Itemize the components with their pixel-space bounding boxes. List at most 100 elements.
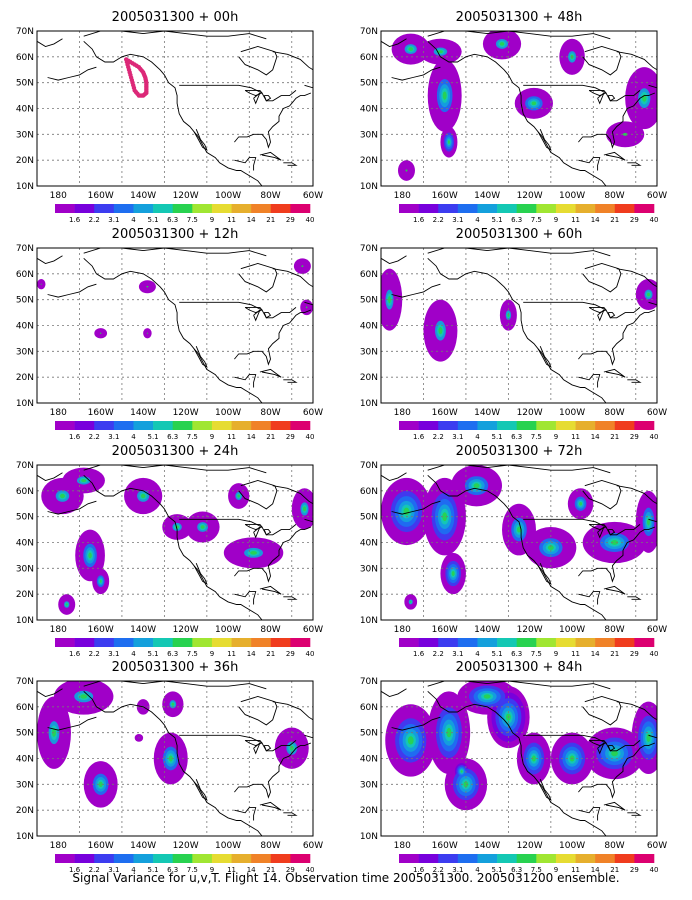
colorbar-swatch bbox=[55, 854, 75, 863]
coastline bbox=[234, 92, 312, 149]
lat-tick-label: 10N bbox=[16, 832, 34, 842]
coastline bbox=[37, 472, 63, 481]
variance-contour bbox=[80, 694, 88, 699]
lat-tick-label: 30N bbox=[360, 564, 378, 574]
colorbar-label: 2.2 bbox=[89, 866, 100, 874]
coastline bbox=[263, 95, 272, 102]
colorbar-label: 9 bbox=[210, 216, 214, 224]
coastline bbox=[537, 563, 552, 585]
lon-tick-label: 60W bbox=[647, 191, 667, 201]
colorbar-label: 29 bbox=[286, 650, 295, 658]
coastline bbox=[83, 681, 267, 690]
coastline bbox=[83, 40, 263, 186]
coastline bbox=[607, 745, 616, 752]
variance-contour bbox=[289, 745, 294, 751]
lon-tick-label: 180 bbox=[50, 191, 67, 201]
lon-tick-label: 120W bbox=[517, 191, 543, 201]
lon-tick-label: 100W bbox=[559, 625, 585, 635]
colorbar-swatch bbox=[399, 638, 419, 647]
colorbar-label: 11 bbox=[571, 866, 580, 874]
coastline bbox=[272, 51, 313, 89]
colorbar-swatch bbox=[516, 638, 537, 647]
map-frame bbox=[380, 464, 658, 621]
lat-tick-label: 50N bbox=[360, 79, 378, 89]
coastlines bbox=[37, 465, 313, 620]
lon-tick-label: 120W bbox=[173, 625, 199, 635]
variance-contour bbox=[547, 545, 554, 551]
colorbar-label: 3.1 bbox=[108, 216, 119, 224]
observation-marker bbox=[124, 59, 130, 65]
coastline bbox=[234, 374, 257, 388]
colorbar-swatch bbox=[497, 204, 517, 213]
coastline bbox=[427, 474, 607, 620]
coastline bbox=[193, 563, 208, 585]
lat-tick-label: 70N bbox=[16, 27, 34, 37]
colorbar-swatch bbox=[231, 854, 252, 863]
variance-contour bbox=[446, 727, 452, 738]
colorbar: 1.6 2.2 3.1 4 5.1 6.3 7.5 9 11 14 21 29 40 bbox=[399, 421, 658, 441]
coastline bbox=[179, 84, 297, 102]
graticule bbox=[37, 465, 313, 620]
colorbar-swatch bbox=[457, 204, 478, 213]
lat-tick-label: 10N bbox=[16, 399, 34, 409]
colorbar: 1.6 2.2 3.1 4 5.1 6.3 7.5 9 11 14 21 29 40 bbox=[55, 204, 314, 224]
colorbar-label: 11 bbox=[227, 433, 236, 441]
colorbar-swatch bbox=[133, 638, 154, 647]
graticule bbox=[37, 31, 313, 186]
lat-tick-label: 20N bbox=[16, 373, 34, 383]
colorbar-swatch bbox=[477, 204, 498, 213]
coastline bbox=[582, 46, 622, 76]
map-frame bbox=[380, 30, 658, 187]
variance-contour bbox=[99, 579, 102, 583]
colorbar-label: 1.6 bbox=[69, 216, 81, 224]
colorbar-swatch bbox=[614, 421, 635, 430]
variance-contour bbox=[579, 501, 583, 506]
coastline bbox=[616, 485, 657, 523]
lon-tick-label: 160W bbox=[88, 625, 114, 635]
colorbar-label: 7.5 bbox=[531, 866, 542, 874]
colorbar-label: 21 bbox=[266, 216, 275, 224]
graticule bbox=[381, 31, 657, 186]
colorbar-swatch bbox=[192, 854, 213, 863]
variance-field bbox=[381, 465, 657, 610]
lat-tick-label: 30N bbox=[16, 130, 34, 140]
lon-tick-label: 80W bbox=[260, 191, 280, 201]
colorbar: 1.6 2.2 3.1 4 5.1 6.3 7.5 9 11 14 21 29 40 bbox=[55, 638, 314, 658]
lon-tick-label: 60W bbox=[303, 841, 323, 851]
colorbar-swatch bbox=[457, 421, 478, 430]
coastline bbox=[616, 701, 657, 739]
coastline bbox=[47, 716, 97, 731]
coastline bbox=[607, 95, 616, 102]
variance-contour bbox=[531, 755, 536, 762]
colorbar-label: 21 bbox=[266, 433, 275, 441]
colorbar-label: 2.2 bbox=[89, 216, 100, 224]
lat-tick-label: 20N bbox=[360, 806, 378, 816]
coastline bbox=[627, 162, 642, 166]
map-frame bbox=[380, 680, 658, 837]
lon-tick-label: 80W bbox=[604, 625, 624, 635]
coastline bbox=[588, 306, 607, 314]
coastline bbox=[283, 596, 298, 600]
colorbar-label: 29 bbox=[286, 433, 295, 441]
colorbar-label: 4 bbox=[131, 433, 136, 441]
coastline bbox=[283, 379, 298, 383]
colorbar-label: 29 bbox=[630, 216, 639, 224]
lon-tick-label: 180 bbox=[394, 408, 411, 418]
variance-contour bbox=[646, 733, 651, 742]
coastline bbox=[582, 480, 622, 510]
graticule bbox=[37, 248, 313, 403]
coastline bbox=[391, 283, 441, 298]
colorbar-label: 5.1 bbox=[148, 433, 159, 441]
colorbar: 1.6 2.2 3.1 4 5.1 6.3 7.5 9 11 14 21 29 40 bbox=[55, 854, 314, 874]
colorbar-swatch bbox=[555, 854, 576, 863]
coastline bbox=[244, 523, 263, 531]
coastline bbox=[272, 701, 313, 739]
colorbar-swatch bbox=[536, 638, 557, 647]
variance-contour bbox=[622, 132, 628, 136]
colorbar-label: 21 bbox=[266, 650, 275, 658]
coastline bbox=[37, 255, 63, 264]
colorbar-swatch bbox=[536, 421, 557, 430]
colorbar-swatch bbox=[575, 638, 596, 647]
lon-tick-label: 180 bbox=[50, 408, 67, 418]
lat-tick-label: 60N bbox=[16, 53, 34, 63]
